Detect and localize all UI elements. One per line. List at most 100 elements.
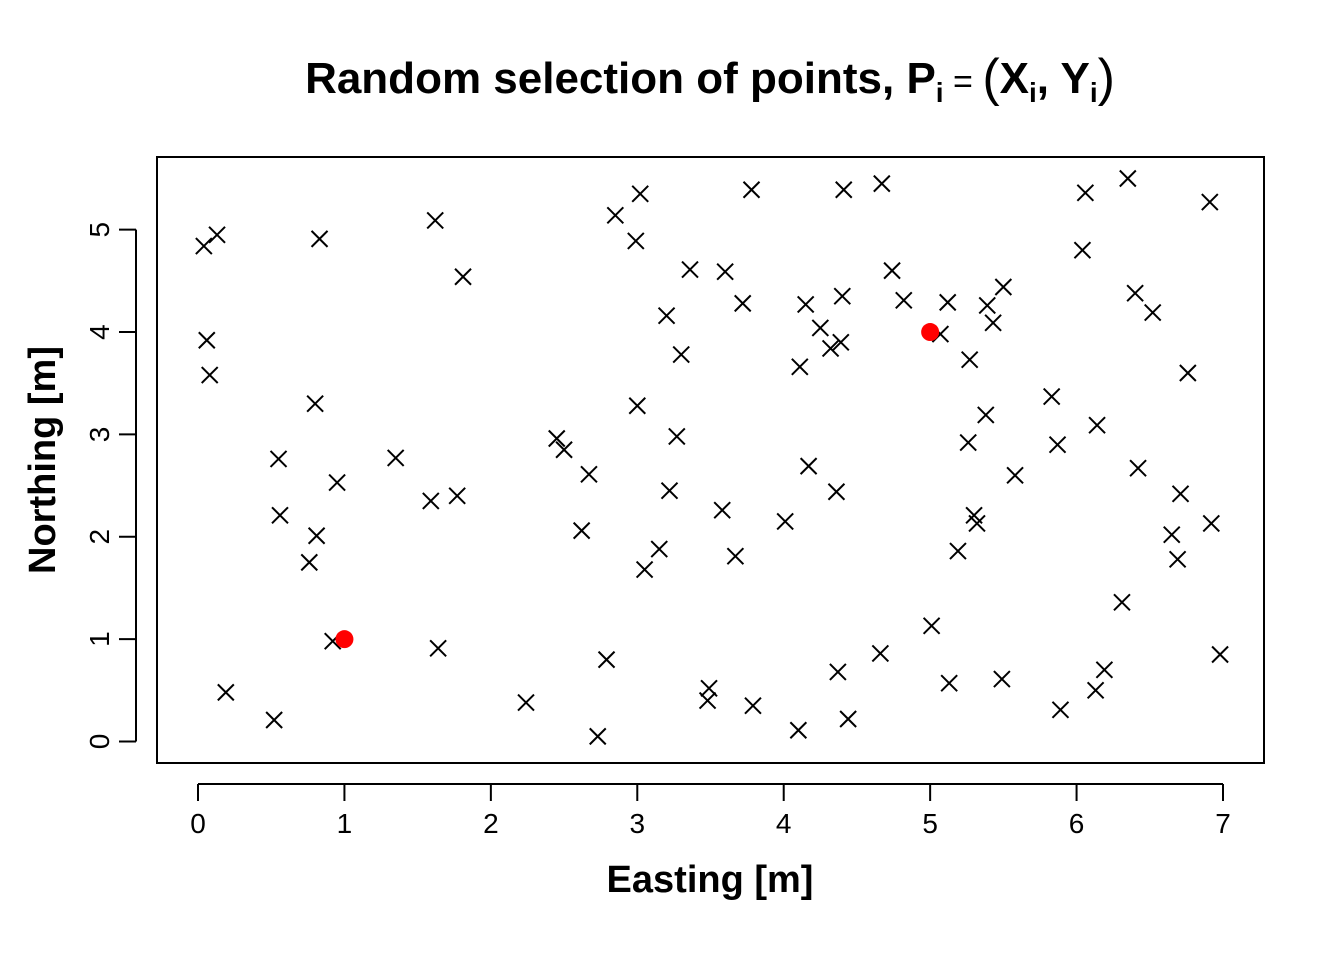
data-point-cross: [1144, 303, 1162, 322]
data-point-cross: [668, 427, 686, 446]
data-point-cross: [548, 429, 566, 448]
data-point-cross: [589, 727, 607, 746]
data-point-cross: [1051, 701, 1070, 719]
data-point-cross: [1201, 193, 1219, 211]
data-point-cross: [1119, 169, 1137, 188]
data-point-cross: [269, 450, 288, 468]
data-point-cross: [833, 287, 851, 305]
data-point-cross: [1126, 284, 1144, 302]
data-point-cross: [839, 710, 857, 728]
data-point-cross: [198, 331, 216, 349]
data-point-cross: [960, 350, 979, 369]
data-point-cross: [895, 291, 913, 310]
x-axis: 0 1 2 3 4 5 6 7: [190, 783, 1231, 839]
data-point-cross: [726, 547, 745, 565]
data-point-cross: [597, 650, 616, 669]
data-point-cross: [1095, 661, 1114, 679]
y-tick-label: 2: [84, 529, 115, 545]
x-tick-label: 6: [1069, 808, 1085, 839]
data-point-cross: [829, 663, 847, 681]
y-tick-label: 4: [84, 324, 115, 340]
data-points: [195, 169, 1229, 746]
y-axis-label: Northing [m]: [22, 346, 64, 574]
data-point-cross: [734, 294, 752, 313]
data-point-cross: [310, 230, 329, 248]
data-point-cross: [1086, 681, 1105, 700]
plot-frame: [156, 156, 1265, 764]
y-tick-label: 3: [84, 427, 115, 443]
data-point-cross: [429, 639, 447, 658]
data-point-cross: [1211, 645, 1229, 664]
data-point-cross: [716, 262, 734, 281]
data-point-cross: [306, 394, 324, 413]
data-point-cross: [1168, 550, 1187, 569]
data-point-cross: [791, 358, 809, 376]
data-point-cross: [977, 406, 995, 424]
data-point-cross: [672, 345, 690, 364]
highlight-point: [921, 323, 940, 342]
data-point-cross: [968, 514, 986, 533]
data-point-cross: [307, 527, 326, 545]
data-point-cross: [940, 674, 958, 692]
x-tick-label: 7: [1215, 808, 1231, 839]
data-point-cross: [426, 211, 444, 230]
x-tick-label: 3: [629, 808, 645, 839]
data-point-cross: [873, 174, 891, 193]
data-point-cross: [789, 721, 808, 739]
data-point-cross: [386, 449, 405, 467]
data-point-cross: [681, 260, 699, 279]
data-point-cross: [555, 441, 573, 459]
data-point-cross: [628, 397, 646, 415]
data-point-cross: [265, 711, 283, 729]
data-point-cross: [871, 644, 890, 663]
highlight-point: [335, 630, 354, 649]
data-point-cross: [811, 319, 830, 337]
data-point-cross: [1076, 184, 1095, 202]
data-point-cross: [713, 501, 731, 519]
y-tick-label: 5: [84, 222, 115, 238]
x-tick-label: 5: [922, 808, 938, 839]
data-point-cross: [1042, 387, 1061, 406]
data-point-cross: [832, 333, 850, 351]
data-point-cross: [821, 339, 840, 358]
data-point-cross: [448, 487, 466, 505]
x-tick-label: 1: [337, 808, 353, 839]
data-point-cross: [742, 181, 761, 199]
x-tick-label: 0: [190, 808, 206, 839]
data-point-cross: [650, 540, 668, 558]
data-point-cross: [271, 506, 289, 524]
x-tick-label: 2: [483, 808, 499, 839]
data-point-cross: [657, 306, 676, 325]
highlight-points: [335, 323, 940, 649]
data-point-cross: [1179, 364, 1197, 382]
data-point-cross: [300, 553, 318, 572]
data-point-cross: [978, 296, 996, 315]
data-point-cross: [328, 473, 346, 492]
data-point-cross: [993, 670, 1011, 688]
x-tick-label: 4: [776, 808, 792, 839]
data-point-cross: [217, 683, 235, 702]
data-point-cross: [1006, 466, 1024, 485]
y-tick-label: 0: [84, 734, 115, 750]
data-point-cross: [201, 366, 219, 384]
x-axis-label: Easting [m]: [607, 859, 814, 901]
data-point-cross: [799, 457, 818, 475]
data-point-cross: [883, 261, 901, 280]
data-point-cross: [922, 617, 941, 635]
data-point-cross: [1171, 485, 1190, 503]
data-point-cross: [700, 679, 718, 697]
data-point-cross: [959, 433, 977, 452]
data-point-cross: [744, 696, 762, 715]
data-point-cross: [1202, 514, 1220, 533]
chart-title: Random selection of points, Pi = (Xi, Yi…: [305, 49, 1115, 108]
data-point-cross: [454, 268, 472, 286]
data-point-cross: [572, 521, 591, 540]
data-point-cross: [1048, 435, 1067, 454]
data-point-cross: [1088, 416, 1106, 434]
data-point-cross: [660, 482, 679, 500]
data-point-cross: [1073, 241, 1092, 259]
data-point-cross: [195, 237, 213, 255]
data-point-cross: [796, 295, 815, 314]
data-point-cross: [208, 226, 226, 244]
